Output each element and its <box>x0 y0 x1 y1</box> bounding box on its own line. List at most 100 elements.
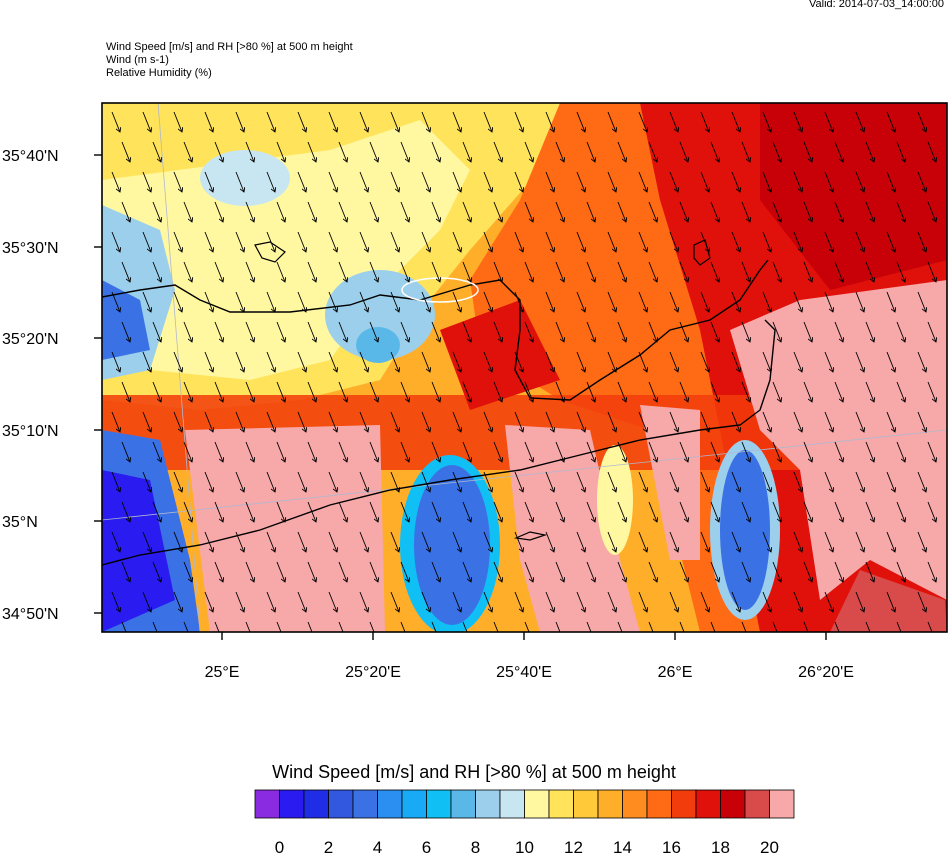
wind-arrow <box>865 321 874 342</box>
wind-arrow <box>297 531 306 552</box>
wind-arrow <box>390 471 399 492</box>
wind-arrow <box>834 381 843 402</box>
colorbar-swatch <box>401 789 427 819</box>
wind-arrow <box>173 531 182 552</box>
wind-arrow <box>772 201 781 222</box>
wind-arrow <box>338 441 347 462</box>
wind-arrow <box>121 501 130 522</box>
wind-arrow <box>462 321 471 342</box>
wind-arrow <box>266 171 275 192</box>
wind-arrow <box>421 171 430 192</box>
wind-arrow <box>462 501 471 522</box>
wind-arrow <box>648 621 654 632</box>
wind-arrow <box>824 171 833 192</box>
wind-arrow <box>927 381 936 402</box>
wind-arrow <box>152 561 161 582</box>
wind-arrow <box>214 621 220 632</box>
wind-arrow <box>855 111 864 132</box>
wind-arrow <box>638 351 647 372</box>
wind-arrow <box>865 381 874 402</box>
wind-arrow <box>514 171 523 192</box>
wind-arrow <box>679 321 688 342</box>
wind-arrow <box>173 471 182 492</box>
header-line-wind-speed: Wind Speed [m/s] and RH [>80 %] at 500 m… <box>106 41 353 53</box>
colorbar-tick-label: 0 <box>275 838 284 854</box>
wind-arrow <box>276 501 285 522</box>
wind-arrow <box>576 591 585 612</box>
wind-arrow <box>710 321 719 342</box>
wind-arrow <box>183 321 192 342</box>
wind-arrow <box>142 531 151 552</box>
wind-arrow <box>235 231 244 252</box>
wind-arrow <box>762 231 771 252</box>
wind-arrow <box>927 141 936 162</box>
wind-arrow <box>927 501 936 522</box>
wind-arrow <box>731 291 740 312</box>
wind-arrow <box>648 201 657 222</box>
wind-arrow <box>896 441 905 462</box>
wind-arrow <box>297 111 306 132</box>
wind-arrow <box>545 471 554 492</box>
wind-arrow <box>524 321 533 342</box>
wind-arrow <box>297 351 306 372</box>
wind-arrow <box>142 591 151 612</box>
wind-arrow <box>793 351 802 372</box>
wind-arrow <box>855 591 864 612</box>
wind-arrow <box>917 291 926 312</box>
wind-arrow <box>865 561 874 582</box>
wind-arrow <box>576 231 585 252</box>
wind-arrow <box>431 441 440 462</box>
wind-arrow <box>462 261 471 282</box>
wind-arrow <box>586 561 595 582</box>
lat-label: 35°40'N <box>2 148 59 165</box>
wind-arrow <box>359 471 368 492</box>
wind-arrow <box>421 291 430 312</box>
wind-arrow <box>111 111 120 132</box>
wind-arrow <box>886 291 895 312</box>
wind-arrow <box>338 201 347 222</box>
wind-arrow <box>669 111 678 132</box>
valid-time: Valid: 2014-07-03_14:00:00 <box>809 0 944 10</box>
wind-arrow <box>493 561 502 582</box>
wind-arrow <box>276 201 285 222</box>
wind-arrow <box>793 531 802 552</box>
wind-arrow <box>545 171 554 192</box>
wind-arrow <box>576 171 585 192</box>
wind-arrow <box>338 621 344 632</box>
wind-arrow <box>638 591 647 612</box>
wind-arrow <box>452 291 461 312</box>
colorbar-swatch <box>352 789 378 819</box>
wind-arrow <box>741 561 750 582</box>
wind-arrow <box>493 141 502 162</box>
wind-arrow <box>576 111 585 132</box>
wind-arrow <box>462 441 471 462</box>
wind-arrow <box>183 621 189 632</box>
wind-arrow <box>741 321 750 342</box>
colorbar-swatch <box>499 789 525 819</box>
wind-arrow <box>638 411 647 432</box>
wind-arrow <box>586 621 592 632</box>
wind-arrow <box>648 261 657 282</box>
wind-arrow <box>204 291 213 312</box>
lon-label: 25°20'E <box>345 664 401 681</box>
wind-arrow <box>586 501 595 522</box>
wind-arrow <box>741 501 750 522</box>
lat-label: 35°N <box>2 514 38 531</box>
wind-arrow <box>235 471 244 492</box>
wind-arrow <box>824 291 833 312</box>
wind-arrow <box>276 441 285 462</box>
wind-arrow <box>266 231 275 252</box>
wind-arrow <box>710 381 719 402</box>
wind-arrow <box>204 411 213 432</box>
wind-arrow <box>834 561 843 582</box>
wind-arrow <box>183 441 192 462</box>
wind-arrow <box>607 351 616 372</box>
wind-arrow <box>204 231 213 252</box>
wind-arrow <box>245 261 254 282</box>
colorbar-swatch <box>279 789 305 819</box>
wind-arrow <box>276 381 285 402</box>
wind-arrow <box>152 381 161 402</box>
wind-arrow <box>896 201 905 222</box>
wind-arrow <box>586 141 595 162</box>
wind-arrow <box>121 561 130 582</box>
